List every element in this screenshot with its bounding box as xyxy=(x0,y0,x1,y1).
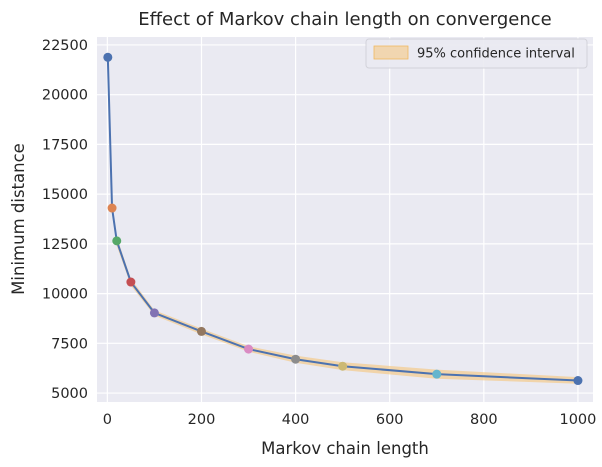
y-tick-label: 7500 xyxy=(51,336,88,352)
x-tick-label: 0 xyxy=(103,412,112,428)
data-point xyxy=(432,369,442,379)
y-tick-label: 5000 xyxy=(51,386,88,402)
legend-swatch xyxy=(373,45,409,60)
x-tick-label: 1000 xyxy=(559,412,596,428)
y-tick-labels: 5000 7500 10000 12500 15000 17500 20000 22500 xyxy=(42,38,88,402)
x-tick-label: 600 xyxy=(376,412,404,428)
data-point xyxy=(103,52,113,62)
y-tick-label: 12500 xyxy=(42,237,88,253)
plot-background xyxy=(97,37,593,402)
y-tick-label: 17500 xyxy=(42,137,88,153)
x-tick-label: 400 xyxy=(282,412,310,428)
legend-box xyxy=(365,38,588,69)
data-points xyxy=(103,52,583,386)
y-tick-label: 10000 xyxy=(42,287,88,303)
data-point xyxy=(291,354,301,364)
x-axis-label: Markov chain length xyxy=(261,439,429,458)
data-point xyxy=(338,361,348,371)
y-tick-label: 20000 xyxy=(42,88,88,104)
y-tick-label: 15000 xyxy=(42,187,88,203)
data-point xyxy=(149,308,159,318)
legend: 95% confidence interval xyxy=(365,38,588,69)
data-point xyxy=(112,236,122,246)
data-point xyxy=(126,277,136,287)
y-tick-label: 22500 xyxy=(42,38,88,54)
data-point xyxy=(196,326,206,336)
x-tick-labels: 0 200 400 600 800 1000 xyxy=(103,412,597,428)
x-tick-label: 800 xyxy=(470,412,498,428)
legend-label: 95% confidence interval xyxy=(417,47,575,62)
data-point xyxy=(244,344,254,354)
data-point xyxy=(573,376,583,386)
y-axis-label: Minimum distance xyxy=(9,143,28,295)
chart-title: Effect of Markov chain length on converg… xyxy=(138,9,551,30)
x-tick-label: 200 xyxy=(188,412,216,428)
data-point xyxy=(107,203,117,213)
